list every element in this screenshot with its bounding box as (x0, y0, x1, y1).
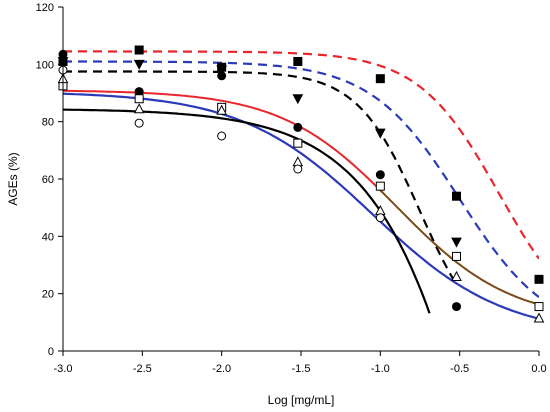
fit-curve-4-segment-1 (63, 89, 382, 192)
data-point-series-1 (293, 56, 303, 66)
x-tick-label: -2.5 (133, 363, 152, 375)
fit-curve-1 (63, 50, 539, 260)
fit-curves (63, 50, 539, 320)
y-tick-label: 40 (42, 231, 54, 243)
y-tick-label: 120 (36, 2, 54, 14)
data-point-series-2 (216, 65, 227, 76)
data-point-series-1 (451, 191, 461, 201)
data-point-series-3 (293, 122, 303, 132)
data-point-series-5 (133, 103, 145, 114)
data-point-series-4 (534, 302, 544, 312)
fit-curve-4-segment-2 (379, 189, 539, 306)
x-tick-label: 0.0 (531, 363, 546, 375)
y-axis-title: AGEs (%) (6, 152, 20, 205)
data-point-series-4 (451, 251, 461, 261)
data-point-series-1 (534, 274, 544, 284)
data-point-series-4 (375, 181, 385, 191)
x-tick-label: -0.5 (450, 363, 469, 375)
y-tick-label: 20 (42, 289, 54, 301)
data-point-series-3 (451, 302, 461, 312)
data-point-series-2 (375, 128, 386, 139)
axes: 0 20 40 60 80 100 120 -3.0 -2.5 -2.0 -1.5 -1.0 -0.5 0… (36, 2, 547, 375)
data-point-series-1 (375, 74, 385, 84)
x-tick-label: -2.0 (212, 363, 231, 375)
y-tick-label: 0 (48, 346, 54, 358)
data-point-series-6 (293, 164, 303, 174)
data-point-series-2 (133, 59, 145, 70)
data-point-series-1 (134, 45, 144, 55)
data-point-series-6 (134, 118, 144, 128)
data-point-series-2 (451, 237, 462, 248)
fit-curve-6 (63, 108, 431, 314)
data-point-series-2 (292, 94, 304, 105)
y-tick-label: 100 (36, 59, 54, 71)
data-point-series-5 (533, 312, 545, 323)
x-tick-label: -3.0 (54, 363, 73, 375)
data-point-series-4 (134, 94, 144, 104)
data-point-series-6 (375, 213, 385, 223)
x-tick-label: -1.5 (292, 363, 311, 375)
y-tick-label: 60 (42, 174, 54, 186)
data-point-series-5 (216, 104, 227, 115)
fit-curve-3 (63, 70, 458, 286)
data-point-series-4 (293, 138, 303, 148)
x-axis-title: Log [mg/mL] (268, 393, 335, 407)
data-point-series-3 (375, 170, 385, 180)
data-point-series-3 (217, 71, 227, 81)
x-tick-label: -1.0 (371, 363, 390, 375)
data-point-series-6 (217, 131, 227, 141)
data-markers (57, 45, 545, 323)
data-point-series-5 (451, 270, 462, 281)
y-tick-label: 80 (42, 117, 54, 129)
